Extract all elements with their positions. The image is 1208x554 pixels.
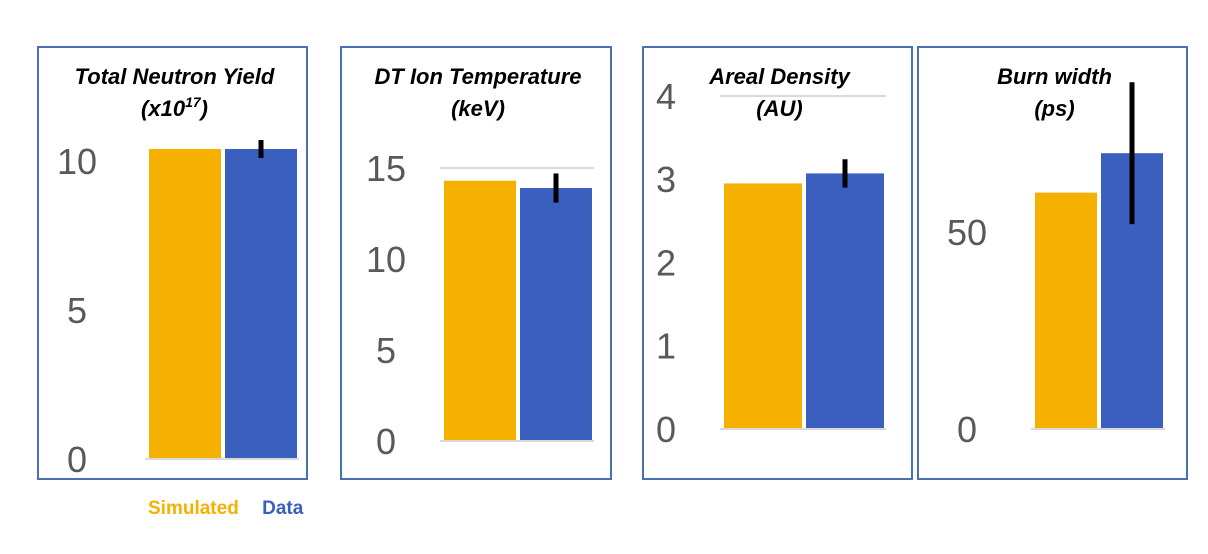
chart-title-line2: (ps) — [1034, 96, 1074, 121]
bar-simulated — [444, 180, 516, 442]
bar-data — [225, 148, 297, 459]
bar-simulated — [1035, 192, 1097, 429]
chart-title-line1: DT Ion Temperature — [375, 64, 582, 89]
y-tick-label: 10 — [366, 239, 406, 280]
bar-data — [520, 188, 592, 441]
bar-simulated — [724, 183, 802, 429]
areal-density-panel: Areal Density (AU) 0 1 2 3 4 — [642, 46, 913, 480]
chart-title-line1: Areal Density — [708, 64, 851, 89]
bar-data — [806, 173, 884, 429]
y-tick-label: 3 — [656, 159, 676, 200]
y-tick-label: 15 — [366, 148, 406, 189]
y-tick-label: 50 — [947, 212, 987, 253]
chart-title-line1: Total Neutron Yield — [75, 64, 275, 89]
neutron-yield-panel: Total Neutron Yield (x1017) 0 5 10 — [37, 46, 308, 480]
y-tick-label: 0 — [67, 439, 87, 480]
areal-density-chart: Areal Density (AU) 0 1 2 3 4 — [656, 64, 886, 450]
burn-width-panel: Burn width (ps) 0 50 — [917, 46, 1188, 480]
chart-title-line2: (keV) — [451, 96, 505, 121]
dt-ion-temperature-panel: DT Ion Temperature (keV) 0 5 10 15 — [340, 46, 612, 480]
legend-simulated: Simulated — [148, 498, 239, 519]
bar-simulated — [149, 148, 221, 459]
burn-width-chart: Burn width (ps) 0 50 — [947, 64, 1165, 450]
y-tick-label: 5 — [67, 290, 87, 331]
chart-title-line1: Burn width — [997, 64, 1112, 89]
y-tick-label: 5 — [376, 330, 396, 371]
y-tick-label: 0 — [656, 409, 676, 450]
neutron-yield-chart: Total Neutron Yield (x1017) 0 5 10 — [57, 64, 299, 480]
y-tick-label: 4 — [656, 76, 676, 117]
y-tick-label: 1 — [656, 326, 676, 367]
y-tick-label: 0 — [957, 409, 977, 450]
y-tick-label: 10 — [57, 141, 97, 182]
y-tick-label: 0 — [376, 421, 396, 462]
chart-title-line2: (x1017) — [141, 94, 208, 121]
legend: Simulated Data — [148, 498, 321, 520]
y-tick-label: 2 — [656, 242, 676, 283]
chart-title-line2: (AU) — [756, 96, 802, 121]
legend-data: Data — [262, 498, 304, 519]
dt-ion-temperature-chart: DT Ion Temperature (keV) 0 5 10 15 — [366, 64, 594, 462]
